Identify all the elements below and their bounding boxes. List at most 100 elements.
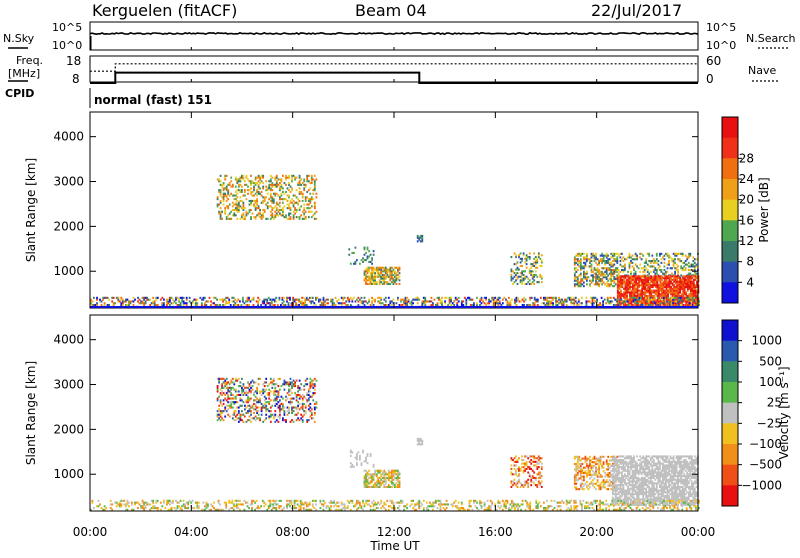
power-cell <box>283 304 285 306</box>
power-cell <box>636 256 638 258</box>
power-cell <box>625 281 627 283</box>
velocity-cell <box>282 403 284 405</box>
power-cell <box>303 213 305 215</box>
power-cell <box>269 304 271 306</box>
power-cell <box>603 282 605 284</box>
power-cell <box>670 281 672 283</box>
power-cell <box>238 178 240 180</box>
power-cell <box>169 300 171 302</box>
velocity-cell <box>629 491 631 493</box>
power-cell <box>157 297 159 299</box>
power-cell <box>236 300 238 302</box>
velocity-cell <box>217 390 219 392</box>
power-cell <box>570 297 572 299</box>
velocity-cell <box>533 464 535 466</box>
power-cell <box>302 193 304 195</box>
power-cell <box>635 281 637 283</box>
power-cell <box>386 274 388 276</box>
velocity-cell <box>533 455 535 457</box>
power-cell <box>620 271 622 273</box>
velocity-cell <box>397 479 399 481</box>
power-cell <box>253 304 255 306</box>
power-cell <box>592 280 594 282</box>
power-cell <box>647 271 649 273</box>
power-cell <box>533 252 535 254</box>
power-cell <box>616 299 618 301</box>
nave-right-tick-top: 60 <box>706 54 721 68</box>
power-cell <box>96 302 98 304</box>
power-cell <box>276 186 278 188</box>
velocity-cell <box>582 468 584 470</box>
power-cell <box>195 300 197 302</box>
power-cell <box>238 184 240 186</box>
velocity-cell <box>303 389 305 391</box>
velocity-cell <box>297 390 299 392</box>
power-cell <box>238 211 240 213</box>
velocity-cell <box>268 394 270 396</box>
power-cell <box>589 258 591 260</box>
velocity-cell <box>299 380 301 382</box>
power-cell <box>397 297 399 299</box>
velocity-cell <box>264 403 266 405</box>
velocity-cell <box>397 484 399 486</box>
velocity-cell <box>265 414 267 416</box>
power-cell <box>594 267 596 269</box>
power-cell <box>551 300 553 302</box>
power-cell <box>243 202 245 204</box>
power-cell <box>379 300 381 302</box>
power-cell <box>576 302 578 304</box>
power-cell <box>497 304 499 306</box>
velocity-cell <box>588 468 590 470</box>
power-cell <box>344 302 346 304</box>
power-cell <box>308 180 310 182</box>
velocity-cell <box>575 477 577 479</box>
velocity-cell <box>259 401 261 403</box>
velocity-cell <box>635 473 637 475</box>
power-cell <box>511 269 513 271</box>
power-cell <box>625 288 627 290</box>
velocity-cell <box>285 396 287 398</box>
power-cell <box>546 299 548 301</box>
power-cell <box>224 304 226 306</box>
power-cell <box>450 300 452 302</box>
power-cell <box>285 304 287 306</box>
power-cell <box>230 211 232 213</box>
velocity-cell <box>627 475 629 477</box>
velocity-cell <box>609 483 611 485</box>
power-cell <box>693 290 695 292</box>
power-cell <box>282 211 284 213</box>
power-cell <box>643 302 645 304</box>
power-cell <box>358 304 360 306</box>
velocity-cell <box>615 491 617 493</box>
velocity-cell <box>309 410 311 412</box>
velocity-cell <box>517 482 519 484</box>
power-cell <box>632 255 634 257</box>
power-cell <box>536 260 538 262</box>
power-cell <box>314 187 316 189</box>
power-cell <box>207 300 209 302</box>
velocity-cell <box>610 456 612 458</box>
power-cell <box>632 299 634 301</box>
velocity-cell <box>580 477 582 479</box>
power-cell <box>610 283 612 285</box>
power-cell <box>626 297 628 299</box>
power-cell <box>631 304 633 306</box>
power-cell <box>246 198 248 200</box>
power-cell <box>268 297 270 299</box>
power-cell <box>686 299 688 301</box>
power-cell <box>523 300 525 302</box>
power-cell <box>240 184 242 186</box>
velocity-cell <box>240 381 242 383</box>
power-cell <box>441 302 443 304</box>
velocity-cell <box>258 414 260 416</box>
velocity-cell <box>629 482 631 484</box>
power-cell <box>262 187 264 189</box>
power-cell <box>549 300 551 302</box>
power-cell <box>663 293 665 295</box>
power-cell <box>659 255 661 257</box>
power-cell <box>259 178 261 180</box>
velocity-cell <box>217 389 219 391</box>
power-cell <box>394 281 396 283</box>
velocity-cell <box>624 481 626 483</box>
velocity-cell <box>220 403 222 405</box>
